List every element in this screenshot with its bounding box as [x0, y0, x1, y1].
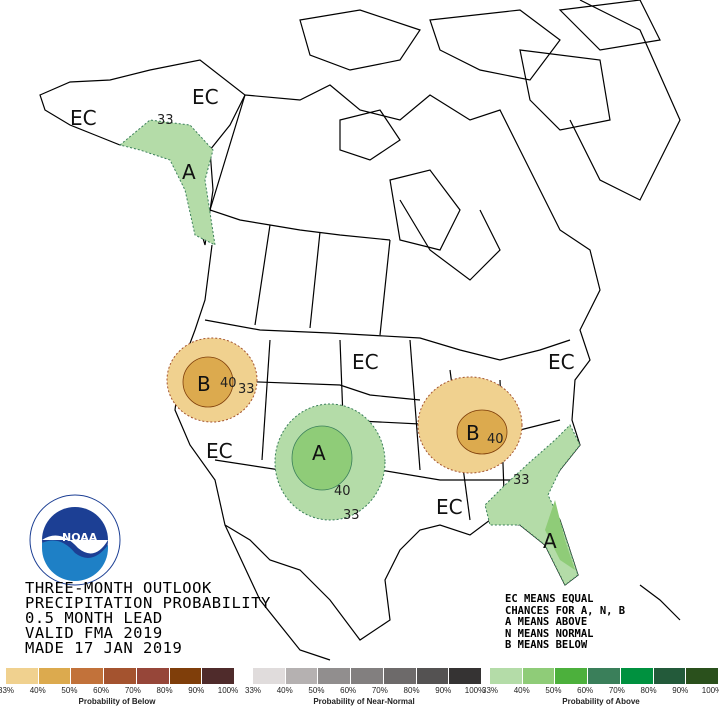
legend-tick-label: 50%	[545, 686, 562, 695]
above-label: A	[543, 529, 557, 553]
legend-swatch	[555, 668, 589, 684]
legend-swatch	[202, 668, 235, 684]
legend-tick-label: 50%	[308, 686, 325, 695]
legend-swatch	[522, 668, 556, 684]
title-line: 0.5 MONTH LEAD	[25, 609, 163, 627]
legend-swatch	[383, 668, 417, 684]
legend-tick-label: 100%	[217, 686, 239, 695]
legend-tick-label: 40%	[276, 686, 293, 695]
title-line: VALID FMA 2019	[25, 624, 163, 642]
legend-swatch	[6, 668, 39, 684]
legend-title: Probability of Below	[78, 697, 156, 706]
contour-label: 33	[238, 382, 255, 397]
legend-tick-label: 70%	[371, 686, 388, 695]
legend-tick-label: 60%	[93, 686, 110, 695]
key-line: B MEANS BELOW	[505, 639, 588, 651]
coastlines	[39, 0, 681, 661]
legend-swatch	[38, 668, 72, 684]
legend-swatch	[653, 668, 687, 684]
contour-label: 40	[487, 432, 504, 447]
legend-swatch	[104, 668, 137, 684]
ec-label: EC	[192, 85, 219, 109]
noaa-logo-text: NOAA	[62, 531, 98, 544]
legend-tick-label: 33%	[244, 686, 262, 695]
legend-swatch	[318, 668, 352, 684]
northwest-below-40	[182, 356, 234, 408]
contour-label: 33	[343, 508, 360, 523]
legend-tick-label: 50%	[61, 686, 78, 695]
label-key: EC MEANS EQUAL CHANCES FOR A, N, B A MEA…	[505, 593, 626, 652]
key-line: N MEANS NORMAL	[505, 627, 594, 640]
legend-swatch	[169, 668, 203, 684]
noaa-logo	[29, 494, 121, 586]
forecast-regions	[118, 119, 581, 586]
contour-label: 33	[513, 473, 530, 488]
legend-tick-label: 90%	[188, 686, 205, 695]
legend-tick-label: 40%	[513, 686, 530, 695]
legend-tick-label: 33%	[481, 686, 499, 695]
legend-swatch	[686, 668, 719, 684]
key-line: CHANCES FOR A, N, B	[505, 604, 626, 617]
legend-swatch	[490, 668, 523, 684]
legend-swatch	[620, 668, 654, 684]
legend-color-bar	[6, 668, 235, 684]
below-label: B	[197, 372, 211, 396]
legend-title: Probability of Above	[562, 697, 640, 706]
key-line: A MEANS ABOVE	[505, 616, 588, 628]
legend-swatch	[449, 668, 482, 684]
legend-tick-label: 90%	[672, 686, 689, 695]
legend-tick-label: 80%	[640, 686, 657, 695]
legend-tick-label: 70%	[124, 686, 141, 695]
legend-tick-label: 80%	[403, 686, 420, 695]
legend-swatch	[416, 668, 450, 684]
southwest-above-40	[291, 425, 353, 491]
legend-tick-label: 80%	[156, 686, 173, 695]
southeast-above-40	[545, 500, 575, 570]
legend-tick-label: 33%	[0, 686, 15, 695]
key-line: EC MEANS EQUAL	[505, 593, 594, 605]
map-title: THREE-MONTH OUTLOOK PRECIPITATION PROBAB…	[25, 579, 271, 657]
title-line: MADE 17 JAN 2019	[25, 639, 183, 657]
contour-label: 40	[220, 376, 237, 391]
contour-label: 40	[334, 484, 351, 499]
legend-tick-label: 70%	[608, 686, 625, 695]
legend-tick-label: 60%	[340, 686, 357, 695]
legend-swatch	[136, 668, 170, 684]
legend-tick-label: 100%	[701, 686, 719, 695]
legend-tick-label: 40%	[29, 686, 46, 695]
above-label: A	[182, 160, 196, 184]
contour-label: 33	[157, 113, 174, 128]
ec-label: EC	[70, 106, 97, 130]
legend-swatch	[71, 668, 105, 684]
title-line: THREE-MONTH OUTLOOK	[25, 579, 212, 597]
legend-color-bar	[253, 668, 482, 684]
title-line: PRECIPITATION PROBABILITY	[25, 594, 271, 612]
legend-swatch	[351, 668, 384, 684]
legend-color-bar	[490, 668, 719, 684]
ec-label: EC	[352, 350, 379, 374]
above-label: A	[312, 441, 326, 465]
legend-tick-label: 60%	[577, 686, 594, 695]
ec-label: EC	[548, 350, 575, 374]
legend-tick-label: 100%	[464, 686, 486, 695]
ec-label: EC	[206, 439, 233, 463]
alaska-above-region	[118, 119, 216, 246]
legend-swatch	[253, 668, 286, 684]
ohio-below-40	[456, 409, 508, 455]
legend-swatch	[588, 668, 621, 684]
below-label: B	[466, 421, 480, 445]
legend-title: Probability of Near-Normal	[313, 697, 415, 706]
ec-label: EC	[436, 495, 463, 519]
legend-swatch	[285, 668, 319, 684]
legend-tick-label: 90%	[435, 686, 452, 695]
